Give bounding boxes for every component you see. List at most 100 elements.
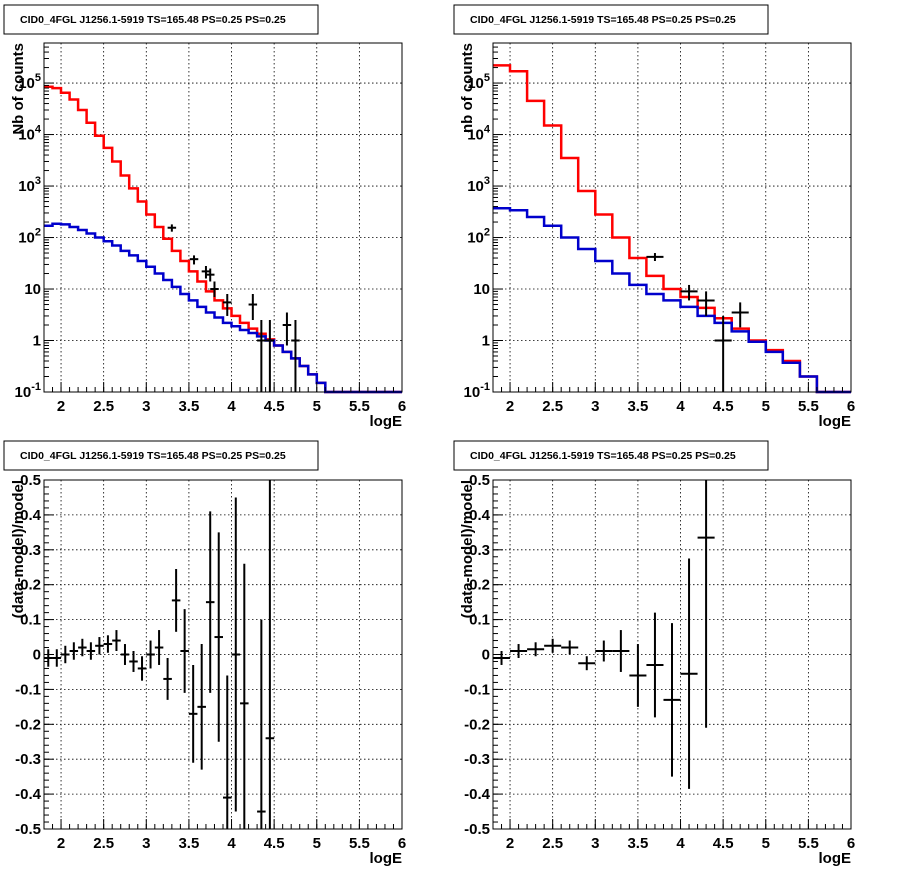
panel-counts-right: CID0_4FGL J1256.1-5919 TS=165.48 PS=0.25… xyxy=(453,4,855,430)
x-tick-label: 5 xyxy=(313,835,321,852)
y-tick-label: -0.2 xyxy=(15,716,41,733)
panel-counts-left: CID0_4FGL J1256.1-5919 TS=165.48 PS=0.25… xyxy=(3,4,406,430)
series-layer xyxy=(44,85,402,394)
x-tick-label: 2.5 xyxy=(93,398,114,415)
x-tick-label: 5 xyxy=(313,398,321,415)
x-tick-label: 3 xyxy=(591,835,599,852)
x-tick-label: 4.5 xyxy=(264,835,285,852)
y-tick-label: 0.5 xyxy=(469,472,490,489)
y-tick-label: 0 xyxy=(33,647,41,664)
title-box xyxy=(453,440,769,471)
y-tick-label: 0.2 xyxy=(469,577,490,594)
x-tick-label: 3.5 xyxy=(178,835,199,852)
plot-frame xyxy=(492,42,852,393)
y-tick-label: -0.4 xyxy=(15,786,42,803)
x-tick-label: 3 xyxy=(142,835,150,852)
y-axis-label: nb of counts xyxy=(459,43,476,133)
x-tick-label: 2 xyxy=(506,835,514,852)
x-tick-label: 5.5 xyxy=(798,835,819,852)
y-tick-label: -0.5 xyxy=(464,821,490,838)
y-tick-label: -0.5 xyxy=(15,821,41,838)
chart-title: CID0_4FGL J1256.1-5919 TS=165.48 PS=0.25… xyxy=(470,14,736,26)
y-tick-label: 102 xyxy=(467,227,490,247)
data-points xyxy=(44,480,275,829)
y-tick-label: -0.1 xyxy=(464,681,490,698)
plot-frame xyxy=(43,42,403,393)
y-tick-label: 103 xyxy=(467,175,490,195)
series-step-line xyxy=(44,85,402,394)
title-box xyxy=(3,4,319,35)
x-axis-label: logE xyxy=(819,850,852,867)
y-tick-label: 10 xyxy=(24,281,41,298)
x-tick-label: 2 xyxy=(57,398,65,415)
chart-title: CID0_4FGL J1256.1-5919 TS=165.48 PS=0.25… xyxy=(20,450,286,462)
x-tick-label: 4.5 xyxy=(713,835,734,852)
y-axis-label: Nb of counts xyxy=(10,43,27,135)
y-tick-label: 1 xyxy=(482,333,490,350)
y-tick-label: 104 xyxy=(467,124,491,144)
x-tick-label: 3.5 xyxy=(627,398,648,415)
grid xyxy=(44,480,402,829)
x-ticks: 2 2.5 3 3.5 4 4.5 5 5.5 6 xyxy=(492,819,855,852)
y-tick-label: 10 xyxy=(473,281,490,298)
x-tick-label: 2 xyxy=(57,835,65,852)
y-axis-label: (data-model)/model xyxy=(10,480,27,618)
x-ticks: 2 2.5 3 3.5 4 4.5 5 5.5 6 xyxy=(43,819,406,852)
series-step-line xyxy=(44,222,402,394)
y-tick-label: 0.4 xyxy=(469,507,491,524)
chart-title: CID0_4FGL J1256.1-5919 TS=165.48 PS=0.25… xyxy=(470,450,736,462)
x-tick-label: 3 xyxy=(591,398,599,415)
y-tick-label: 0 xyxy=(482,647,490,664)
x-tick-label: 2.5 xyxy=(93,835,114,852)
y-tick-label: 10-1 xyxy=(464,381,490,401)
x-tick-label: 2 xyxy=(506,398,514,415)
y-tick-label: 105 xyxy=(18,72,41,92)
x-tick-label: 3.5 xyxy=(178,398,199,415)
y-axis-label: (data-model)/model xyxy=(459,480,476,618)
x-tick-label: 3.5 xyxy=(627,835,648,852)
panel-residuals-left: CID0_4FGL J1256.1-5919 TS=165.48 PS=0.25… xyxy=(3,440,406,867)
x-tick-label: 4 xyxy=(676,835,685,852)
y-tick-label: 0.2 xyxy=(20,577,41,594)
y-tick-label: 1 xyxy=(33,333,41,350)
x-tick-label: 5.5 xyxy=(349,398,370,415)
data-points xyxy=(167,224,300,392)
y-tick-label: -0.4 xyxy=(464,786,491,803)
y-tick-label: 0.3 xyxy=(20,542,41,559)
x-tick-label: 4 xyxy=(227,835,236,852)
y-tick-label: 0.5 xyxy=(20,472,41,489)
x-tick-label: 2.5 xyxy=(542,398,563,415)
y-tick-label: 102 xyxy=(18,227,41,247)
y-tick-label: -0.2 xyxy=(464,716,490,733)
series-step-line xyxy=(493,207,851,394)
x-tick-label: 5.5 xyxy=(798,398,819,415)
title-box xyxy=(453,4,769,35)
y-ticks: 10-1 1 10 102 103 104 105 xyxy=(15,46,54,401)
y-ticks: 10-1 1 10 102 103 104 105 xyxy=(464,46,503,401)
x-axis-label: logE xyxy=(370,850,403,867)
x-tick-label: 6 xyxy=(847,398,855,415)
y-tick-label: 104 xyxy=(18,124,42,144)
y-tick-label: -0.3 xyxy=(15,751,41,768)
x-tick-label: 4.5 xyxy=(713,398,734,415)
x-tick-label: 6 xyxy=(847,835,855,852)
x-tick-label: 6 xyxy=(398,835,406,852)
grid xyxy=(493,43,851,392)
y-tick-label: -0.3 xyxy=(464,751,490,768)
x-axis-label: logE xyxy=(370,413,403,430)
y-tick-label: 103 xyxy=(18,175,41,195)
x-tick-label: 5.5 xyxy=(349,835,370,852)
x-tick-label: 4.5 xyxy=(264,398,285,415)
y-ticks: -0.5 -0.4 -0.3 -0.2 -0.1 0 0.1 0.2 0.3 0.4 0.5 xyxy=(15,472,54,838)
y-tick-label: 0.3 xyxy=(469,542,490,559)
chart-title: CID0_4FGL J1256.1-5919 TS=165.48 PS=0.25… xyxy=(20,14,286,26)
series-step-line xyxy=(493,64,851,394)
y-tick-label: 0.1 xyxy=(20,612,41,629)
x-tick-label: 3 xyxy=(142,398,150,415)
y-tick-label: -0.1 xyxy=(15,681,41,698)
x-ticks: 2 2.5 3 3.5 4 4.5 5 5.5 6 xyxy=(492,382,855,415)
x-tick-label: 6 xyxy=(398,398,406,415)
title-box xyxy=(3,440,319,471)
x-tick-label: 4 xyxy=(676,398,685,415)
